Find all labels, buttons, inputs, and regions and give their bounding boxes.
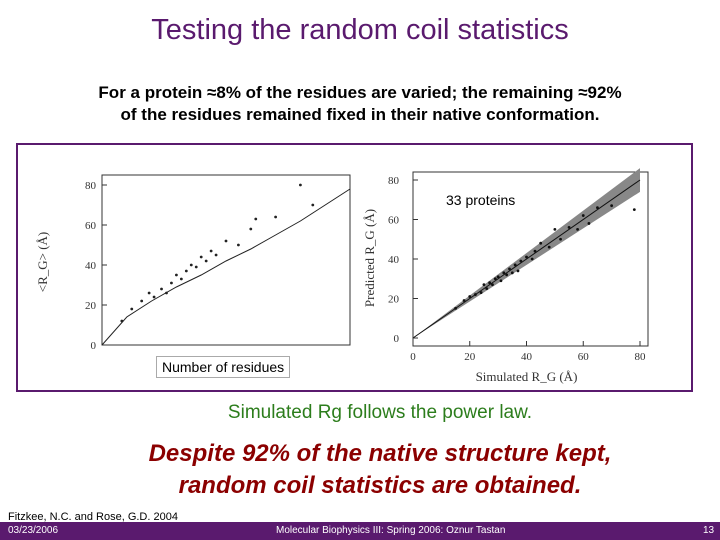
right-x-axis-label: Simulated R_G (Å) xyxy=(476,369,578,384)
slide-title: Testing the random coil statistics xyxy=(151,14,569,46)
left-y-axis-label: <R_G> (Å) xyxy=(35,232,50,293)
left-y-tick-label: 40 xyxy=(85,260,97,272)
figure-plots: 0 20 40 60 80 <R_G> (Å) 0 20 40 60 80 0 20 40 60 80 Simu… xyxy=(35,168,649,384)
right-data-point xyxy=(632,208,636,212)
right-data-point xyxy=(539,241,543,245)
x-axis-label-left: Number of residues xyxy=(156,356,291,378)
right-data-point xyxy=(479,291,483,294)
right-y-tick-label: 60 xyxy=(388,215,400,227)
right-data-point xyxy=(553,227,557,231)
left-data-point xyxy=(274,215,277,219)
left-data-point xyxy=(199,255,203,259)
right-data-point xyxy=(525,255,528,259)
left-data-point xyxy=(194,265,198,269)
left-data-point xyxy=(165,291,168,295)
right-x-tick-label: 80 xyxy=(635,351,647,363)
right-y-tick-label: 20 xyxy=(388,294,400,306)
left-y-tick-label: 0 xyxy=(91,340,97,352)
left-data-point xyxy=(160,287,163,291)
intro-text: For a protein ≈8% of the residues are va… xyxy=(20,82,700,126)
left-y-tick-label: 80 xyxy=(85,180,97,192)
right-data-point xyxy=(610,204,614,208)
left-data-point xyxy=(237,243,240,247)
left-data-point xyxy=(147,291,151,295)
left-data-point xyxy=(209,249,213,253)
right-data-point xyxy=(462,299,466,302)
left-fit-curve xyxy=(101,188,351,346)
footer-course: Molecular Biophysics III: Spring 2006: O… xyxy=(276,525,506,536)
right-data-point xyxy=(533,249,537,253)
left-data-point xyxy=(170,281,173,285)
right-y-tick-label: 80 xyxy=(388,175,400,187)
right-fit-line xyxy=(412,179,641,339)
left-data-point xyxy=(254,217,258,221)
right-y-tick-label: 40 xyxy=(388,254,400,266)
footer-date: 03/23/2006 xyxy=(8,525,59,536)
right-data-point xyxy=(547,245,551,249)
right-data-point xyxy=(502,271,506,275)
right-data-point xyxy=(567,226,571,229)
conclusion-text: Despite 92% of the native structure kept… xyxy=(0,438,720,502)
citation: Fitzkee, N.C. and Rose, G.D. 2004 xyxy=(8,511,178,523)
left-plot-axes-box xyxy=(101,174,351,346)
right-data-point xyxy=(516,269,520,273)
right-data-point xyxy=(468,295,472,298)
left-data-point xyxy=(184,269,188,273)
left-data-point xyxy=(299,183,302,187)
conclusion-line-1: Despite 92% of the native structure kept… xyxy=(148,440,612,467)
footer-page-number: 13 xyxy=(703,525,715,536)
intro-line-2: of the residues remained fixed in their … xyxy=(120,105,600,124)
right-x-tick-label: 20 xyxy=(464,351,476,363)
right-data-point xyxy=(474,293,477,296)
left-data-point xyxy=(179,277,183,281)
left-data-point xyxy=(130,307,134,311)
right-data-point xyxy=(559,237,562,241)
proteins-count-label: 33 proteins xyxy=(446,192,516,208)
left-data-point xyxy=(204,259,208,263)
right-data-point xyxy=(508,267,511,271)
left-data-point xyxy=(140,299,144,303)
right-data-point xyxy=(596,206,599,210)
right-data-point xyxy=(496,275,500,279)
left-data-point xyxy=(189,263,193,267)
right-data-point xyxy=(485,287,489,291)
left-y-tick-label: 60 xyxy=(85,220,97,232)
left-data-point xyxy=(120,319,124,323)
right-x-tick-label: 0 xyxy=(410,351,416,363)
right-data-point xyxy=(510,271,514,275)
right-data-point xyxy=(587,222,591,225)
right-data-point xyxy=(454,306,457,310)
left-data-point xyxy=(214,253,218,257)
footer-bar: 03/23/2006 Molecular Biophysics III: Spr… xyxy=(0,522,720,540)
left-y-tick-label: 20 xyxy=(85,300,97,312)
right-data-point xyxy=(519,259,523,263)
right-x-tick-label: 60 xyxy=(578,351,590,363)
right-data-point xyxy=(576,227,579,231)
left-data-point xyxy=(152,295,156,299)
right-data-point xyxy=(505,273,509,277)
figure-frame xyxy=(16,143,693,392)
right-y-tick-label: 0 xyxy=(394,333,400,345)
right-data-point xyxy=(513,263,517,267)
left-data-point xyxy=(175,273,178,277)
right-data-point xyxy=(581,214,585,217)
left-data-point xyxy=(224,239,228,243)
power-law-statement: Simulated Rg follows the power law. xyxy=(227,402,533,423)
right-data-point xyxy=(530,257,534,261)
left-data-point xyxy=(249,227,253,231)
conclusion-line-2: random coil statistics are obtained. xyxy=(178,472,582,499)
right-data-point xyxy=(482,283,486,287)
left-data-point xyxy=(311,203,315,207)
right-data-point xyxy=(499,279,503,283)
right-data-point xyxy=(493,277,497,281)
right-y-axis-label: Predicted R_G (Å) xyxy=(362,209,377,307)
right-data-point xyxy=(488,281,492,285)
right-x-tick-label: 40 xyxy=(521,351,533,363)
intro-line-1: For a protein ≈8% of the residues are va… xyxy=(98,83,622,102)
right-data-point xyxy=(491,283,494,287)
